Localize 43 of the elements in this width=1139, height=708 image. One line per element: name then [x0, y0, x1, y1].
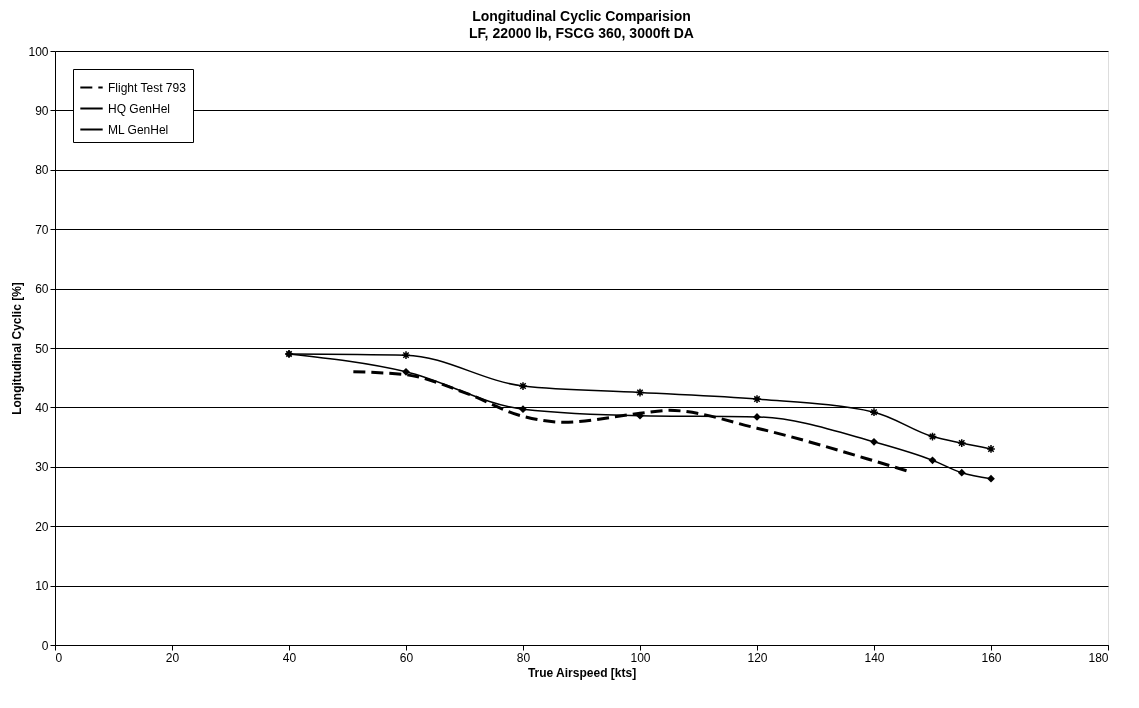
point	[927, 431, 938, 442]
x-tick-label: 100	[630, 650, 651, 665]
point	[752, 394, 762, 404]
y-tick-label: 70	[35, 222, 49, 237]
legend-label: ML GenHel	[108, 122, 169, 137]
point	[987, 474, 995, 483]
x-tick-label: 160	[981, 650, 1002, 665]
point	[870, 437, 878, 446]
x-tick-label: 0	[55, 650, 63, 665]
y-tick-label: 20	[35, 519, 49, 534]
point	[518, 381, 528, 391]
chart-subtitle: LF, 22000 lb, FSCG 360, 3000ft DA	[469, 25, 694, 41]
x-tick-label: 20	[165, 650, 180, 665]
y-tick-label: 80	[35, 163, 49, 178]
x-tick-label: 60	[399, 650, 414, 665]
x-tick-label: 180	[1088, 650, 1109, 665]
x-tick-label: 120	[747, 650, 768, 665]
legend-label: Flight Test 793	[108, 80, 187, 95]
point	[519, 405, 527, 414]
point	[869, 407, 879, 417]
y-tick-label: 50	[35, 341, 49, 356]
point	[957, 468, 966, 477]
point	[928, 456, 937, 465]
y-tick-label: 100	[28, 44, 49, 59]
point	[635, 387, 645, 398]
point	[402, 367, 410, 376]
y-axis-title: Longitudinal Cyclic [%]	[10, 282, 25, 415]
y-tick-label: 30	[35, 460, 49, 475]
legend-label: HQ GenHel	[108, 101, 171, 116]
point	[401, 350, 411, 360]
y-tick-label: 40	[35, 400, 49, 415]
point	[636, 411, 644, 420]
x-tick-label: 80	[516, 650, 531, 665]
x-tick-label: 140	[864, 650, 885, 665]
x-axis-title: True Airspeed [kts]	[527, 665, 637, 680]
y-tick-label: 10	[35, 579, 49, 594]
y-tick-label: 60	[35, 282, 49, 297]
chart-title: Longitudinal Cyclic Comparision	[472, 8, 691, 24]
y-tick-label: 0	[41, 638, 49, 653]
point	[986, 444, 996, 454]
y-tick-label: 90	[35, 103, 49, 118]
point	[957, 438, 967, 448]
x-tick-label: 40	[282, 650, 297, 665]
